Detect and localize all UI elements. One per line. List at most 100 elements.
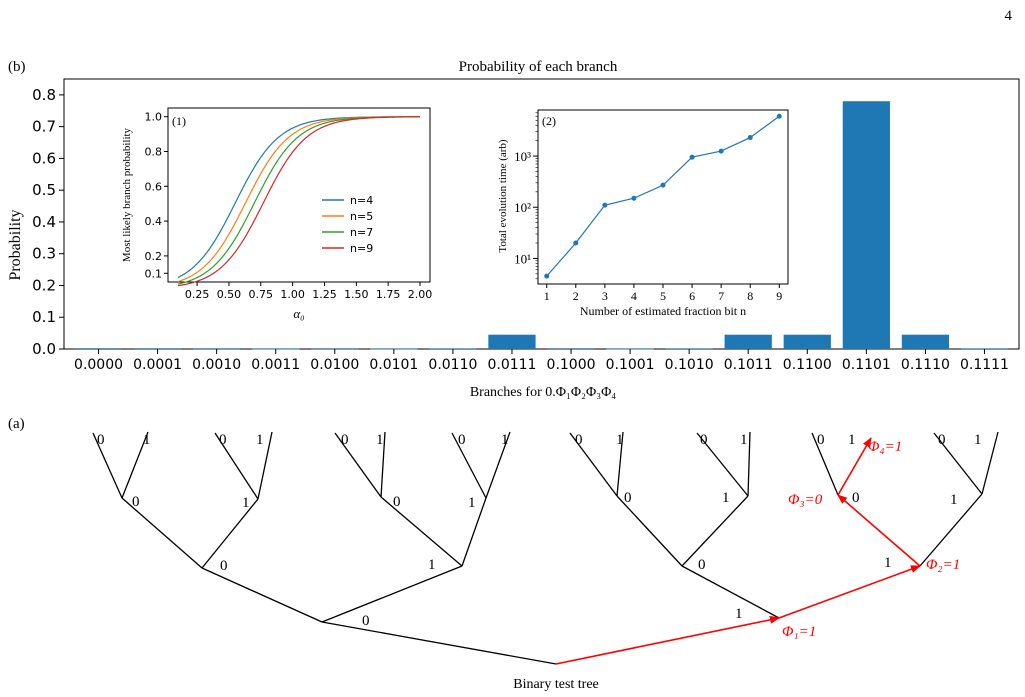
tree-edge [485, 431, 511, 499]
inset-1-panel-label: (1) [172, 114, 186, 128]
inset-1-legend-label: n=7 [350, 226, 373, 239]
panel-a-label: (a) [8, 416, 25, 432]
page-number: 4 [1005, 8, 1013, 24]
inset-2-x-tick-label: 3 [602, 289, 608, 303]
tree-phi4-label: Φ₄=1 [868, 439, 902, 455]
path-edge [555, 615, 780, 665]
main-x-tick-label: 0.0001 [133, 357, 182, 373]
tree-edge [334, 432, 382, 498]
main-x-tick-label: 0.1111 [960, 357, 1009, 373]
edge-bit-label: 1 [428, 557, 436, 573]
edge-bit-label: 1 [616, 432, 624, 448]
tree-edge [569, 432, 618, 497]
main-x-tick-label: 0.1100 [783, 357, 832, 373]
inset-1-background [96, 106, 436, 326]
inset-1-x-tick-label: 1.00 [280, 288, 305, 301]
inset-2-point [660, 182, 666, 188]
edge-bit-label: 0 [132, 494, 140, 510]
main-x-tick-label: 0.1110 [901, 357, 950, 373]
edge-bit-label: 1 [722, 490, 730, 506]
edge-bit-label: 1 [143, 432, 151, 448]
tree-edge [811, 432, 839, 496]
tree-edge [321, 621, 557, 665]
bar [842, 101, 890, 349]
main-y-tick-label: 0.0 [32, 340, 56, 358]
inset-1-x-tick-label: 0.50 [217, 288, 242, 301]
inset-1-y-tick-label: 0.2 [145, 250, 163, 263]
inset-1-legend-label: n=9 [350, 242, 373, 255]
main-bars [74, 101, 1009, 350]
tree-edge [201, 567, 323, 623]
inset-1-y-tick-label: 0.4 [145, 215, 163, 228]
inset-1-x-tick-label: 2.00 [408, 288, 433, 301]
main-x-tick-label: 0.1000 [547, 357, 596, 373]
main-y-axis-label: Probability [7, 209, 24, 280]
main-x-tick-label: 0.0111 [487, 357, 536, 373]
edge-bit-label: 0 [938, 432, 946, 448]
inset-2-x-tick-label: 2 [573, 289, 579, 303]
tree-edge [681, 565, 780, 619]
tree-edge-labels: 0 1 0 1 0 1 0 1 0 1 0 1 0 1 0 1 0 1 0 1 0 1 0 1 0 1 0 1 0 1 [97, 432, 982, 629]
inset-1-x-tick-label: 0.75 [249, 288, 274, 301]
tree-edge [201, 498, 259, 569]
edge-bit-label: 0 [575, 432, 583, 448]
tree-edge [933, 432, 983, 495]
edge-bit-label: 0 [458, 432, 466, 448]
bar [488, 334, 536, 349]
edge-bit-label: 0 [624, 490, 632, 506]
edge-bit-label: 0 [341, 432, 349, 448]
main-x-tick-label: 0.0101 [369, 357, 418, 373]
inset-2-point [602, 202, 608, 208]
inset-2-y-tick-label: 10³ [514, 149, 531, 164]
tree-edge [451, 432, 487, 499]
tree-edge [321, 565, 463, 623]
tree-edge [616, 495, 683, 567]
main-y-tick-label: 0.6 [32, 149, 56, 167]
inset-1-legend-label: n=4 [350, 194, 373, 207]
highlighted-path [555, 437, 921, 665]
inset-1-x-tick-label: 1.75 [376, 288, 401, 301]
main-bar-chart: 0.0 0.1 0.2 0.3 0.4 0.5 0.6 0.7 0.8 0.0000 0.0001… [32, 78, 1020, 373]
inset-1-y-tick-label: 0.6 [145, 180, 163, 193]
main-x-axis: 0.0000 0.0001 0.0010 0.0011 0.0100 0.0101 0.01… [74, 349, 1009, 373]
bar [783, 334, 831, 349]
main-y-tick-label: 0.8 [32, 86, 56, 104]
edge-bit-label: 0 [97, 432, 105, 448]
tree-edge [257, 431, 273, 500]
main-x-tick-label: 0.0010 [192, 357, 241, 373]
inset-2-point [573, 240, 579, 246]
inset-1-y-tick-label: 0.1 [145, 267, 163, 280]
edge-bit-label: 0 [817, 432, 825, 448]
main-y-tick-label: 0.1 [32, 308, 56, 326]
bar [724, 334, 772, 349]
tree-edge [696, 432, 749, 497]
edge-bit-label: 0 [220, 558, 228, 574]
inset-2-x-label: Number of estimated fraction bit n [580, 304, 746, 318]
edge-bit-label: 1 [740, 432, 748, 448]
bar [901, 334, 950, 349]
bar [665, 348, 713, 350]
inset-2-x-tick-label: 1 [544, 289, 550, 303]
tree-edge [919, 493, 983, 567]
inset-1-y-tick-label: 0.8 [145, 146, 163, 159]
main-y-tick-label: 0.4 [32, 213, 56, 231]
inset-1-x-tick-label: 0.25 [185, 288, 210, 301]
main-chart-title: Probability of each branch [459, 59, 618, 75]
path-edge [837, 494, 921, 567]
edge-bit-label: 1 [468, 495, 476, 511]
main-x-tick-label: 0.0110 [428, 357, 477, 373]
path-edge [778, 565, 921, 619]
edge-bit-label: 0 [362, 613, 370, 629]
inset-2-point [631, 195, 637, 201]
inset-2-x-tick-label: 9 [776, 289, 782, 303]
main-y-tick-label: 0.2 [32, 276, 56, 294]
tree-edge [380, 431, 386, 498]
edge-bit-label: 1 [501, 432, 509, 448]
inset-2-point [718, 148, 724, 154]
inset-2-x-tick-label: 4 [631, 289, 637, 303]
binary-test-tree: 0 1 0 1 0 1 0 1 0 1 0 1 0 1 0 1 0 1 0 1 0 1 0 1 0 1 0 1 0 1 [92, 431, 999, 665]
tree-edge [461, 497, 487, 567]
inset-1-x-tick-label: 1.25 [312, 288, 337, 301]
main-x-tick-label: 0.1001 [606, 357, 655, 373]
